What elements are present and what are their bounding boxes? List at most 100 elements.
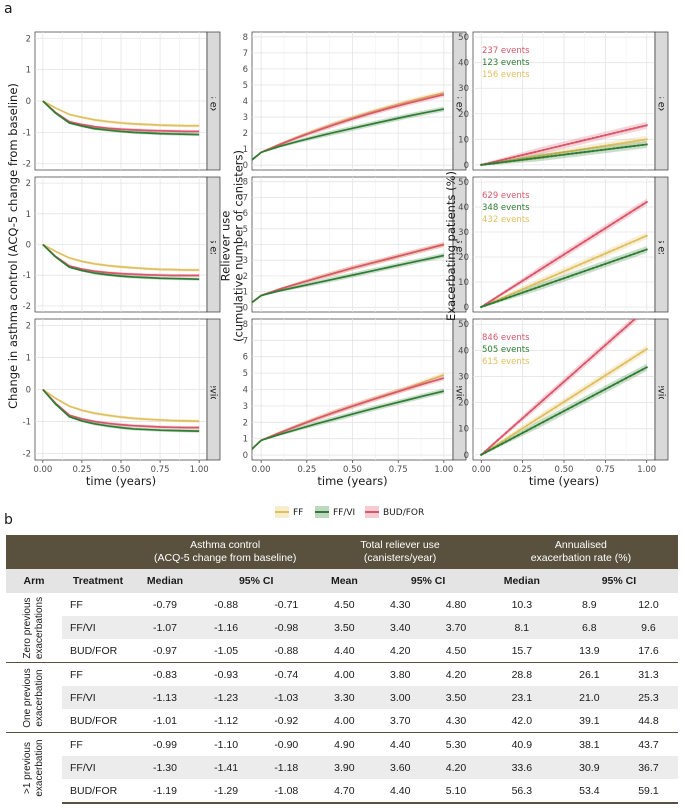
row-strip-label: Zero previous exacerbations (454, 33, 465, 169)
point-budfor (488, 446, 491, 449)
point-ff (513, 432, 516, 435)
point-ff (513, 291, 516, 294)
point-budfor (550, 261, 553, 264)
row-strip-label: More than one previous exacerbation (208, 301, 219, 479)
point-ffvi (488, 449, 491, 452)
point-ffvi (637, 370, 640, 373)
x-axis-title: time (years) (529, 474, 599, 488)
point-budfor (600, 135, 603, 138)
point-budfor (620, 216, 624, 219)
point-budfor (546, 147, 549, 151)
point-ffvi (550, 281, 553, 284)
point-budfor (529, 151, 533, 155)
point-ffvi (624, 255, 628, 258)
value-cell: 3.40 (372, 616, 429, 639)
point-ffvi (500, 298, 504, 301)
x-tick-label: 1.00 (434, 465, 453, 475)
point-ffvi (484, 163, 487, 166)
point-ff (600, 377, 603, 380)
point-ff (529, 156, 533, 159)
column-header: Treatment (62, 569, 134, 593)
point-budfor (591, 235, 595, 238)
value-cell: 31.3 (618, 662, 678, 686)
point-ff (504, 437, 508, 441)
point-ffvi (629, 374, 632, 378)
point-budfor (496, 439, 499, 442)
value-cell: 30.9 (559, 756, 619, 779)
point-budfor (629, 211, 632, 214)
value-cell: 13.9 (579, 644, 600, 657)
value-cell: -0.90 (256, 732, 317, 756)
point-ff (641, 236, 644, 239)
point-budfor (533, 150, 537, 154)
point-ffvi (500, 442, 504, 445)
point-ffvi (550, 416, 553, 419)
point-budfor (591, 137, 595, 140)
point-ff (509, 435, 512, 438)
point-ffvi (637, 251, 640, 254)
value-cell: 3.50 (428, 686, 484, 709)
point-ffvi (595, 149, 599, 152)
event-count-label: 237 events (482, 46, 530, 56)
point-ff (567, 150, 570, 153)
point-budfor (604, 134, 607, 137)
header-group: Asthma control (ACQ-5 change from baselin… (134, 535, 317, 569)
point-budfor (604, 227, 607, 230)
row-strip-label: More than one previous exacerbation (656, 301, 667, 479)
value-cell: -1.08 (256, 779, 317, 804)
point-ff (575, 392, 578, 396)
point-ffvi (554, 414, 557, 417)
y-tick-label: 40 (458, 346, 469, 356)
point-ffvi (604, 388, 607, 391)
value-cell: 6.8 (559, 616, 619, 639)
point-ffvi (558, 154, 561, 157)
point-budfor (562, 253, 566, 256)
y-tick-label: 5 (243, 369, 248, 379)
point-budfor (604, 344, 607, 347)
value-cell: -1.01 (153, 714, 177, 727)
point-ffvi (513, 436, 516, 439)
point-ffvi (579, 151, 582, 154)
event-count-label: 432 events (482, 215, 530, 225)
point-ff (595, 379, 599, 382)
value-cell: 4.40 (372, 779, 429, 804)
point-budfor (525, 152, 528, 156)
point-budfor (579, 140, 582, 143)
point-budfor (517, 154, 520, 158)
point-budfor (492, 442, 495, 445)
panel-a-letter: a (4, 1, 13, 17)
point-budfor (608, 133, 611, 136)
column-header: Median (483, 569, 560, 593)
point-ffvi (571, 274, 574, 277)
y-tick-label: 0 (26, 97, 31, 107)
value-cell: -0.93 (196, 662, 257, 686)
point-budfor (550, 146, 553, 150)
point-ff (624, 361, 628, 364)
point-budfor (591, 354, 595, 358)
y-tick-label: 20 (458, 253, 469, 263)
point-ffvi (496, 444, 499, 448)
legend-label: FF/VI (333, 508, 355, 518)
ci-band-budfor (252, 375, 444, 451)
value-cell: 36.7 (618, 756, 678, 779)
point-budfor (587, 237, 590, 240)
point-budfor (629, 322, 632, 325)
value-cell: 33.6 (483, 756, 560, 779)
treatment-cell: FF (70, 598, 83, 611)
legend-label: FF (293, 508, 303, 518)
point-ffvi (624, 377, 628, 380)
value-cell: 56.3 (483, 779, 560, 804)
table-row: BUD/FOR -1.19 -1.29 -1.08 4.70 4.40 5.10 56.3 53… (6, 779, 678, 804)
row-strip-label: One previous exacerbation (656, 180, 667, 308)
point-budfor (513, 155, 516, 159)
point-budfor (538, 402, 541, 405)
y-tick-label: -2 (23, 302, 31, 312)
point-ff (645, 347, 648, 351)
value-cell: 39.1 (579, 714, 600, 727)
line-ff (42, 388, 200, 423)
point-ffvi (575, 152, 578, 155)
point-budfor (567, 376, 570, 380)
point-budfor (496, 159, 499, 163)
value-cell: 4.00 (334, 714, 355, 727)
